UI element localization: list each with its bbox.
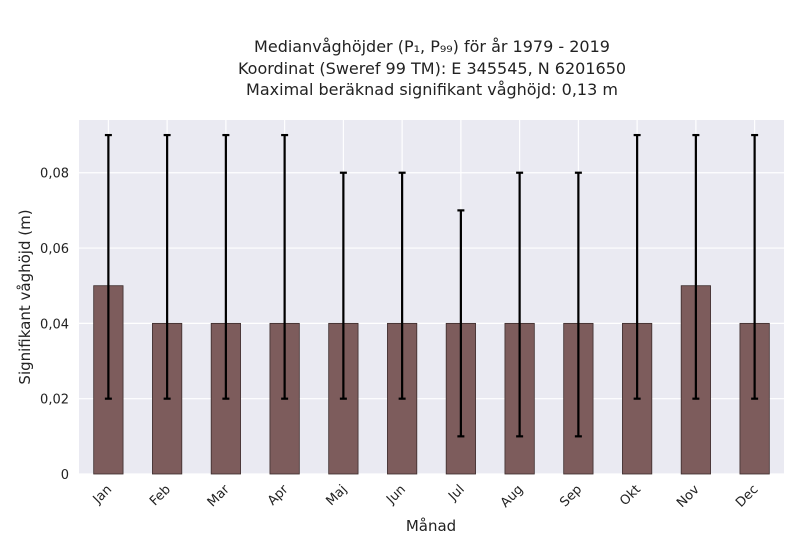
x-tick-label-jun: Jun — [383, 482, 409, 508]
x-tick-label-apr: Apr — [265, 482, 292, 509]
x-tick-label-feb: Feb — [147, 482, 174, 509]
error-bar-aug — [516, 171, 524, 438]
plot-area — [79, 120, 784, 474]
y-tick-labels: 0 0,02 0,04 0,06 0,08 — [40, 167, 69, 483]
error-bar-jul — [457, 209, 465, 438]
y-tick-label: 0,04 — [40, 317, 69, 332]
error-bar-apr — [281, 133, 289, 400]
x-tick-labels: Jan Feb Mar Apr Maj Jun Jul Aug Sep Okt Nov Dec — [90, 482, 762, 511]
y-tick-label: 0,02 — [40, 393, 69, 408]
x-axis-label: Månad — [406, 517, 456, 535]
error-bar-maj — [339, 171, 347, 400]
x-tick-label-maj: Maj — [323, 482, 350, 509]
error-bar-jan — [104, 133, 112, 400]
x-tick-label-aug: Aug — [498, 482, 527, 511]
y-axis-label: Signifikant våghöjd (m) — [16, 209, 34, 384]
x-tick-label-dec: Dec — [733, 482, 761, 510]
title-line-1-text: Medianvåghöjder (P₁, P₉₉) för år 1979 - … — [254, 37, 610, 56]
error-bar-feb — [163, 133, 171, 400]
error-bar-jun — [398, 171, 406, 400]
error-bar-dec — [751, 133, 759, 400]
x-tick-label-okt: Okt — [617, 482, 644, 509]
y-tick-label: 0,08 — [40, 167, 69, 182]
error-bar-mar — [222, 133, 230, 400]
x-tick-label-mar: Mar — [205, 482, 233, 510]
x-tick-label-sep: Sep — [557, 482, 585, 510]
y-tick-label: 0,06 — [40, 242, 69, 257]
x-tick-label-nov: Nov — [674, 482, 703, 511]
chart-title-line-3: Maximal beräknad signifikant våghöjd: 0,… — [246, 80, 618, 99]
chart-title-line-1: Medianvåghöjder (P₁, P₉₉) för år 1979 - … — [254, 37, 610, 56]
error-bar-sep — [574, 171, 582, 438]
x-tick-label-jul: Jul — [445, 482, 467, 504]
x-tick-label-jan: Jan — [90, 482, 115, 507]
error-bar-okt — [633, 133, 641, 400]
y-tick-label: 0 — [61, 468, 69, 483]
error-bars — [104, 133, 759, 438]
error-bar-nov — [692, 133, 700, 400]
chart-title-line-2: Koordinat (Sweref 99 TM): E 345545, N 62… — [238, 59, 626, 78]
